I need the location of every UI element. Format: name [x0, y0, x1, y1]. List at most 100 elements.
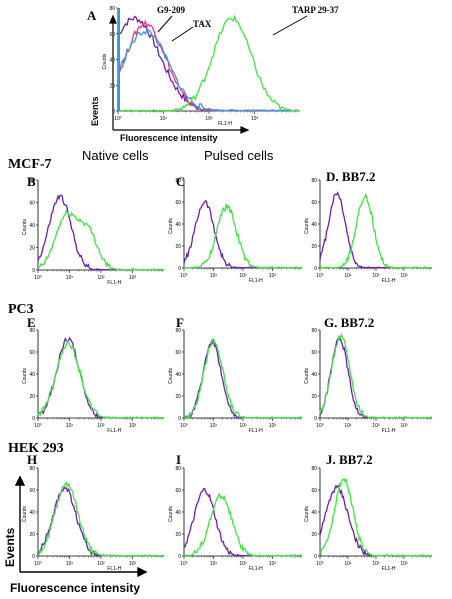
y-tick-label: 20: [311, 244, 317, 250]
axes-frame: [37, 330, 164, 419]
y-tick-label: 60: [311, 350, 317, 356]
x-tick-label: 10⁰: [114, 116, 122, 122]
panel-i: I 0 20 40 60 80 10⁰ 10¹ 10² 10³ Counts FL1-H: [168, 452, 303, 572]
x-tick-label: 10⁰: [316, 273, 324, 279]
histogram-purple: [183, 487, 303, 557]
panel-letter: F: [176, 315, 184, 330]
panel-a-events-label: Events: [90, 96, 100, 126]
histogram-green: [319, 477, 433, 557]
y-tick-label: 80: [311, 328, 317, 334]
y-tick-label: 0: [314, 416, 317, 422]
x-tick-label: 10³: [400, 273, 408, 279]
x-tick-label: 10⁰: [180, 423, 188, 429]
y-tick-label: 40: [175, 222, 181, 228]
panel-letter: B: [27, 174, 36, 189]
x-tick-label: 10¹: [344, 561, 352, 567]
axes-frame: [37, 468, 164, 557]
y-tick-label: 0: [178, 266, 181, 272]
y-tick-label: 0: [314, 266, 317, 272]
panel-a-big-axes: [109, 14, 250, 134]
panel-letter: G. BB7.2: [324, 315, 374, 330]
y-tick-label: 0: [32, 268, 35, 274]
row-title-pc3: PC3: [8, 302, 34, 317]
x-tick-label: 10²: [372, 273, 380, 279]
y-tick-label: 40: [29, 372, 35, 378]
y-tick-label: 80: [29, 178, 35, 184]
x-axis-label: FL1-H: [249, 428, 263, 434]
x-tick-label: 10¹: [210, 423, 218, 429]
annotation-arrows: [157, 15, 308, 42]
bottom-big-axes: [14, 475, 148, 578]
y-tick-label: 20: [109, 83, 115, 89]
y-tick-label: 0: [32, 416, 35, 422]
histogram-purple: [319, 191, 433, 269]
x-tick-label: 10⁰: [316, 423, 324, 429]
panel-a-fluorescence-label: Fluorescence intensity: [120, 133, 218, 143]
y-tick-label: 80: [311, 178, 317, 184]
subtitle-pulsed: Pulsed cells: [204, 148, 274, 163]
bottom-events-label: Events: [3, 527, 17, 567]
y-tick-label: 20: [175, 394, 181, 400]
x-axis-label: FL1-H: [107, 280, 121, 286]
panel-a: A 0 20 40 60 80 10⁰ 10¹ 10² 10³ Counts FL1-H: [87, 6, 300, 127]
y-tick-label: 80: [175, 178, 181, 184]
y-axis-label: Counts: [22, 368, 28, 384]
x-axis-label: FL1-H: [107, 566, 121, 572]
x-tick-label: 10²: [239, 423, 247, 429]
y-tick-label: 60: [311, 488, 317, 494]
panel-letter: C: [176, 174, 185, 189]
y-tick-label: 20: [175, 532, 181, 538]
x-tick-label: 10³: [269, 561, 277, 567]
subtitle-native: Native cells: [82, 148, 149, 163]
x-tick-label: 10⁰: [34, 561, 42, 567]
y-tick-label: 60: [29, 201, 35, 207]
x-tick-label: 10²: [239, 561, 247, 567]
y-tick-label: 20: [311, 532, 317, 538]
x-axis-label: FL1-H: [382, 278, 396, 284]
y-tick-label: 20: [29, 246, 35, 252]
x-tick-label: 10³: [129, 423, 137, 429]
x-tick-label: 10²: [372, 561, 380, 567]
y-axis-label: Counts: [304, 506, 310, 522]
y-axis-label: Counts: [22, 506, 28, 522]
histogram-purple: [117, 15, 300, 112]
y-tick-label: 40: [311, 510, 317, 516]
x-tick-label: 10²: [97, 275, 105, 281]
row-title-hek293: HEK 293: [8, 441, 64, 456]
y-tick-label: 60: [175, 200, 181, 206]
annotation-tax: TAX: [193, 19, 212, 29]
x-axis-label: FL1-H: [382, 566, 396, 572]
x-tick-label: 10²: [97, 423, 105, 429]
x-tick-label: 10¹: [210, 273, 218, 279]
y-tick-label: 60: [175, 488, 181, 494]
axes-frame: [319, 468, 432, 557]
x-tick-label: 10³: [269, 423, 277, 429]
y-tick-label: 40: [29, 510, 35, 516]
y-tick-label: 40: [175, 372, 181, 378]
x-tick-label: 10¹: [344, 423, 352, 429]
y-tick-label: 80: [29, 328, 35, 334]
y-tick-label: 40: [311, 222, 317, 228]
x-tick-label: 10²: [205, 116, 213, 122]
axes-frame: [183, 180, 302, 269]
histogram-green: [118, 14, 300, 112]
histogram-green: [320, 192, 433, 269]
x-tick-label: 10¹: [210, 561, 218, 567]
y-tick-label: 80: [175, 328, 181, 334]
x-tick-label: 10¹: [66, 561, 74, 567]
y-tick-label: 80: [29, 466, 35, 472]
y-tick-label: 60: [311, 200, 317, 206]
histogram-purple: [183, 199, 302, 269]
y-tick-label: 0: [32, 554, 35, 560]
x-tick-label: 10⁰: [180, 273, 188, 279]
y-tick-label: 40: [109, 58, 115, 64]
y-axis-label: Counts: [22, 219, 28, 235]
x-tick-label: 10¹: [66, 275, 74, 281]
bottom-fluorescence-label: Fluorescence intensity: [10, 581, 140, 595]
x-tick-label: 10³: [129, 561, 137, 567]
y-tick-label: 80: [175, 466, 181, 472]
histogram-green: [319, 332, 433, 419]
row-title-mcf7: MCF-7: [8, 157, 52, 172]
y-axis-label: Counts: [102, 53, 108, 69]
x-axis-label: FL1-H: [249, 566, 263, 572]
